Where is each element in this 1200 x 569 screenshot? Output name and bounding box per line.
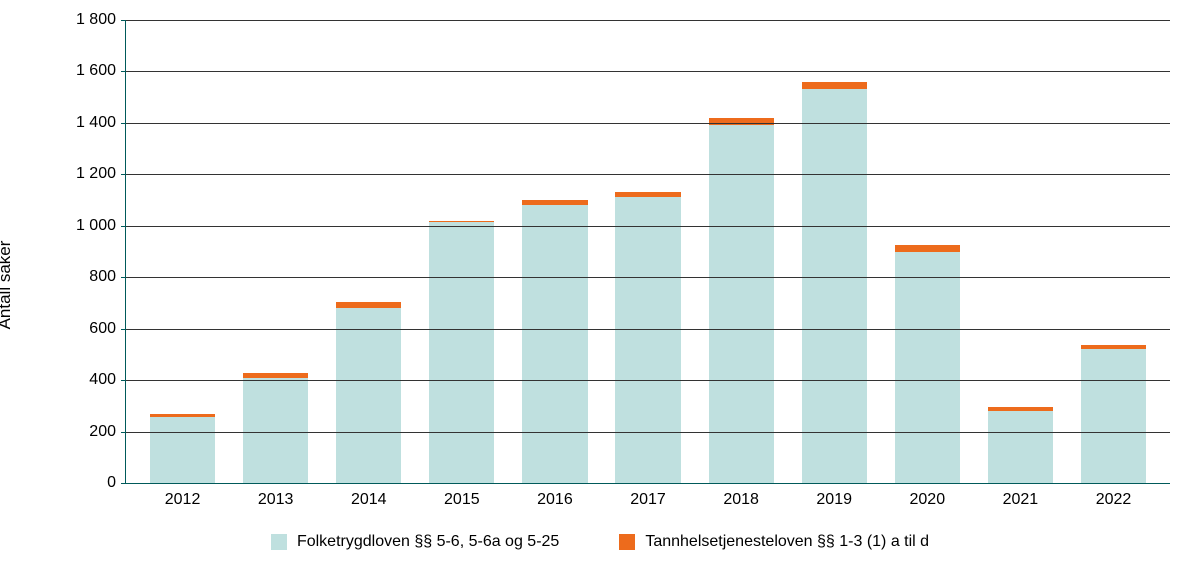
grid-line [126, 226, 1170, 227]
bar-segment-series-a [615, 197, 680, 483]
bar-segment-series-b [709, 118, 774, 126]
bar-segment-series-a [802, 89, 867, 483]
y-tick-label: 800 [89, 268, 126, 286]
bar-slot: 2012 [136, 20, 229, 483]
bar-slot: 2020 [881, 20, 974, 483]
legend-label-a: Folketrygdloven §§ 5-6, 5-6a og 5-25 [297, 533, 559, 551]
bar-chart: Antall saker 201220132014201520162017201… [0, 0, 1200, 569]
bars-row: 2012201320142015201620172018201920202021… [126, 20, 1170, 483]
y-tick-label: 400 [89, 371, 126, 389]
x-tick-label: 2016 [537, 483, 573, 509]
bar-segment-series-a [150, 417, 215, 483]
y-axis-label: Antall saker [0, 240, 15, 329]
legend-item-series-b: Tannhelsetjenesteloven §§ 1-3 (1) a til … [619, 533, 929, 551]
x-tick-label: 2022 [1096, 483, 1132, 509]
y-tick-label: 1 400 [76, 114, 126, 132]
bar-stack [522, 200, 587, 483]
grid-line [126, 432, 1170, 433]
bar-stack [243, 373, 308, 483]
bar-slot: 2021 [974, 20, 1067, 483]
bar-slot: 2017 [601, 20, 694, 483]
bar-slot: 2013 [229, 20, 322, 483]
bar-slot: 2014 [322, 20, 415, 483]
bar-stack [802, 82, 867, 483]
legend-swatch-a [271, 534, 287, 550]
grid-line [126, 20, 1170, 21]
legend-item-series-a: Folketrygdloven §§ 5-6, 5-6a og 5-25 [271, 533, 559, 551]
bar-segment-series-a [336, 308, 401, 483]
bar-segment-series-a [709, 125, 774, 483]
legend: Folketrygdloven §§ 5-6, 5-6a og 5-25 Tan… [0, 533, 1200, 551]
grid-line [126, 329, 1170, 330]
bar-stack [429, 221, 494, 483]
grid-line [126, 71, 1170, 72]
bar-stack [895, 245, 960, 483]
y-tick-label: 1 200 [76, 165, 126, 183]
bar-segment-series-a [243, 378, 308, 483]
grid-line [126, 277, 1170, 278]
y-tick-label: 600 [89, 320, 126, 338]
x-tick-label: 2012 [165, 483, 201, 509]
x-tick-label: 2017 [630, 483, 666, 509]
grid-line [126, 123, 1170, 124]
bar-segment-series-a [988, 411, 1053, 483]
y-tick-label: 0 [107, 474, 126, 492]
bar-stack [1081, 345, 1146, 483]
x-tick-label: 2015 [444, 483, 480, 509]
legend-label-b: Tannhelsetjenesteloven §§ 1-3 (1) a til … [645, 533, 929, 551]
y-tick-label: 200 [89, 423, 126, 441]
y-tick-label: 1 000 [76, 217, 126, 235]
bar-stack [709, 118, 774, 483]
x-tick-label: 2021 [1003, 483, 1039, 509]
bar-segment-series-a [1081, 349, 1146, 483]
y-tick-label: 1 600 [76, 62, 126, 80]
x-tick-label: 2018 [723, 483, 759, 509]
bar-segment-series-a [522, 205, 587, 483]
x-tick-label: 2013 [258, 483, 294, 509]
bar-segment-series-a [895, 252, 960, 484]
legend-swatch-b [619, 534, 635, 550]
bar-slot: 2015 [415, 20, 508, 483]
x-tick-label: 2019 [816, 483, 852, 509]
plot-area: 2012201320142015201620172018201920202021… [125, 20, 1170, 484]
bar-slot: 2018 [695, 20, 788, 483]
bar-stack [150, 414, 215, 483]
grid-line [126, 380, 1170, 381]
bar-stack [988, 407, 1053, 483]
bar-segment-series-b [802, 82, 867, 90]
y-tick-label: 1 800 [76, 11, 126, 29]
bar-slot: 2016 [508, 20, 601, 483]
x-tick-label: 2020 [910, 483, 946, 509]
bar-segment-series-a [429, 222, 494, 483]
grid-line [126, 174, 1170, 175]
x-tick-label: 2014 [351, 483, 387, 509]
bar-slot: 2022 [1067, 20, 1160, 483]
bar-stack [615, 192, 680, 483]
bar-slot: 2019 [788, 20, 881, 483]
